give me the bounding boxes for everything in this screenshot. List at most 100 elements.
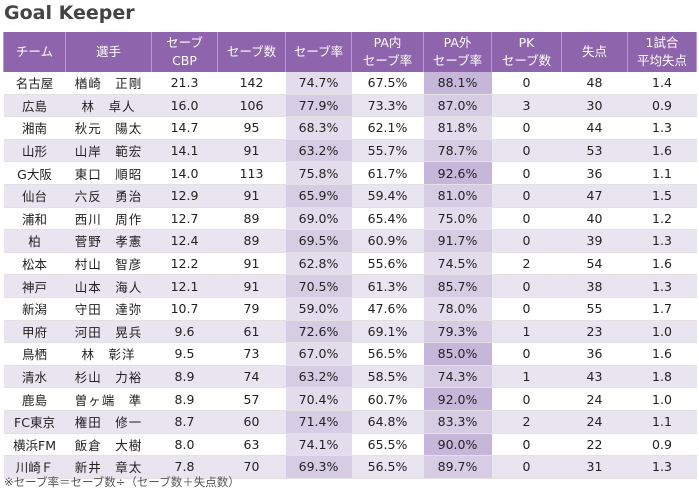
cell-saves: 91 xyxy=(217,139,286,163)
table-row: 横浜FM 飯倉 大樹 8.0 63 74.1% 65.5% 90.0% 0 22 0.9 xyxy=(3,433,697,457)
cell-pa-inside-save-rate: 60.7% xyxy=(351,387,424,411)
cell-team: 清水 xyxy=(3,365,66,389)
cell-pa-outside-save-rate: 74.5% xyxy=(423,252,492,276)
cell-pa-outside-save-rate: 79.3% xyxy=(423,320,492,344)
cell-pa-inside-save-rate: 61.7% xyxy=(351,161,424,185)
header-label: 1試合 xyxy=(645,35,679,50)
cell-save-cbp: 12.4 xyxy=(151,229,218,253)
cell-avg-goals-conceded: 1.3 xyxy=(627,274,697,298)
table-row: 山形 山岸 範宏 14.1 91 63.2% 55.7% 78.7% 0 53 1.6 xyxy=(3,139,697,163)
header-label: チーム xyxy=(15,44,54,59)
cell-player: 新井 章太 xyxy=(65,455,152,479)
cell-player: 村山 智彦 xyxy=(65,252,152,276)
column-header-save-rate: セーブ率 xyxy=(285,32,352,72)
cell-pa-inside-save-rate: 56.5% xyxy=(351,455,424,479)
cell-player: 山岸 範宏 xyxy=(65,139,152,163)
cell-saves: 79 xyxy=(217,297,286,321)
column-header-pk-saves: PK セーブ数 xyxy=(491,32,562,72)
table-header-row: チーム 選手 セーブ CBP セーブ数 セーブ率 PA内 セーブ率 PA外 セーブ率 PK セーブ数失… xyxy=(3,32,697,72)
cell-pa-outside-save-rate: 89.7% xyxy=(423,455,492,479)
cell-save-rate: 65.9% xyxy=(285,184,352,208)
cell-save-cbp: 12.7 xyxy=(151,207,218,231)
cell-pa-outside-save-rate: 88.1% xyxy=(423,72,492,95)
table-row: 新潟 守田 達弥 10.7 79 59.0% 47.6% 78.0% 0 55 1.7 xyxy=(3,297,697,321)
cell-pa-outside-save-rate: 81.0% xyxy=(423,184,492,208)
cell-save-cbp: 8.9 xyxy=(151,387,218,411)
cell-pk-saves: 0 xyxy=(491,72,562,95)
cell-goals-conceded: 36 xyxy=(561,161,628,185)
cell-team: 柏 xyxy=(3,229,66,253)
header-label: セーブ率 xyxy=(432,53,483,68)
cell-saves: 63 xyxy=(217,433,286,457)
header-label: セーブ xyxy=(166,35,203,50)
cell-goals-conceded: 23 xyxy=(561,320,628,344)
column-header-goals-conceded: 失点 xyxy=(561,32,628,72)
table-row: 甲府 河田 晃兵 9.6 61 72.6% 69.1% 79.3% 1 23 1.0 xyxy=(3,320,697,344)
cell-avg-goals-conceded: 1.1 xyxy=(627,410,697,434)
cell-goals-conceded: 24 xyxy=(561,410,628,434)
cell-saves: 89 xyxy=(217,207,286,231)
cell-pa-outside-save-rate: 74.3% xyxy=(423,365,492,389)
cell-saves: 91 xyxy=(217,184,286,208)
cell-pk-saves: 2 xyxy=(491,410,562,434)
table-row: 柏菅野 孝憲 12.4 89 69.5% 60.9% 91.7% 0 39 1.3 xyxy=(3,229,697,253)
table-row: 浦和 西川 周作 12.7 89 69.0% 65.4% 75.0% 0 40 1.2 xyxy=(3,207,697,231)
cell-avg-goals-conceded: 1.7 xyxy=(627,297,697,321)
cell-goals-conceded: 22 xyxy=(561,433,628,457)
cell-saves: 113 xyxy=(217,161,286,185)
cell-player: 秋元 陽太 xyxy=(65,116,152,140)
cell-team: 神戸 xyxy=(3,274,66,298)
cell-pa-inside-save-rate: 69.1% xyxy=(351,320,424,344)
cell-save-rate: 67.0% xyxy=(285,342,352,366)
header-label: 平均失点 xyxy=(636,53,687,68)
header-label: セーブ率 xyxy=(362,53,413,68)
cell-save-cbp: 12.2 xyxy=(151,252,218,276)
cell-team: 鹿島 xyxy=(3,387,66,411)
cell-goals-conceded: 54 xyxy=(561,252,628,276)
cell-pa-outside-save-rate: 92.6% xyxy=(423,161,492,185)
cell-pa-outside-save-rate: 81.8% xyxy=(423,116,492,140)
cell-save-cbp: 12.9 xyxy=(151,184,218,208)
cell-saves: 70 xyxy=(217,455,286,479)
cell-saves: 91 xyxy=(217,274,286,298)
cell-save-rate: 71.4% xyxy=(285,410,352,434)
cell-goals-conceded: 44 xyxy=(561,116,628,140)
cell-pk-saves: 0 xyxy=(491,455,562,479)
column-header-team: チーム xyxy=(3,32,66,72)
cell-save-cbp: 8.7 xyxy=(151,410,218,434)
column-header-pa-inside-save-rate: PA内 セーブ率 xyxy=(351,32,424,72)
cell-avg-goals-conceded: 1.3 xyxy=(627,229,697,253)
cell-pa-outside-save-rate: 92.0% xyxy=(423,387,492,411)
cell-pa-inside-save-rate: 55.7% xyxy=(351,139,424,163)
cell-pa-outside-save-rate: 83.3% xyxy=(423,410,492,434)
cell-avg-goals-conceded: 1.2 xyxy=(627,207,697,231)
cell-avg-goals-conceded: 1.5 xyxy=(627,184,697,208)
cell-avg-goals-conceded: 1.3 xyxy=(627,455,697,479)
cell-avg-goals-conceded: 1.4 xyxy=(627,72,697,95)
header-label: セーブ数 xyxy=(226,44,277,59)
cell-team: 松本 xyxy=(3,252,66,276)
cell-goals-conceded: 55 xyxy=(561,297,628,321)
cell-save-cbp: 7.8 xyxy=(151,455,218,479)
cell-pk-saves: 0 xyxy=(491,274,562,298)
column-header-pa-outside-save-rate: PA外 セーブ率 xyxy=(423,32,492,72)
cell-pk-saves: 0 xyxy=(491,433,562,457)
goalkeeper-stats-table: チーム 選手 セーブ CBP セーブ数 セーブ率 PA内 セーブ率 PA外 セーブ率 PK セーブ数失… xyxy=(3,32,697,479)
cell-save-cbp: 16.0 xyxy=(151,94,218,118)
cell-team: 鳥栖 xyxy=(3,342,66,366)
cell-save-rate: 59.0% xyxy=(285,297,352,321)
header-label: PK xyxy=(518,35,535,50)
cell-save-cbp: 10.7 xyxy=(151,297,218,321)
cell-pa-inside-save-rate: 65.4% xyxy=(351,207,424,231)
cell-player: 林 卓人 xyxy=(65,94,152,118)
cell-save-cbp: 21.3 xyxy=(151,72,218,95)
cell-pk-saves: 0 xyxy=(491,387,562,411)
cell-pk-saves: 0 xyxy=(491,342,562,366)
table-row: 松本 村山 智彦 12.2 91 62.8% 55.6% 74.5% 2 54 1.6 xyxy=(3,252,697,276)
cell-avg-goals-conceded: 1.6 xyxy=(627,252,697,276)
cell-saves: 57 xyxy=(217,387,286,411)
cell-pa-outside-save-rate: 75.0% xyxy=(423,207,492,231)
cell-saves: 142 xyxy=(217,72,286,95)
table-row: 仙台 六反 勇治 12.9 91 65.9% 59.4% 81.0% 0 47 1.5 xyxy=(3,184,697,208)
cell-avg-goals-conceded: 1.8 xyxy=(627,365,697,389)
